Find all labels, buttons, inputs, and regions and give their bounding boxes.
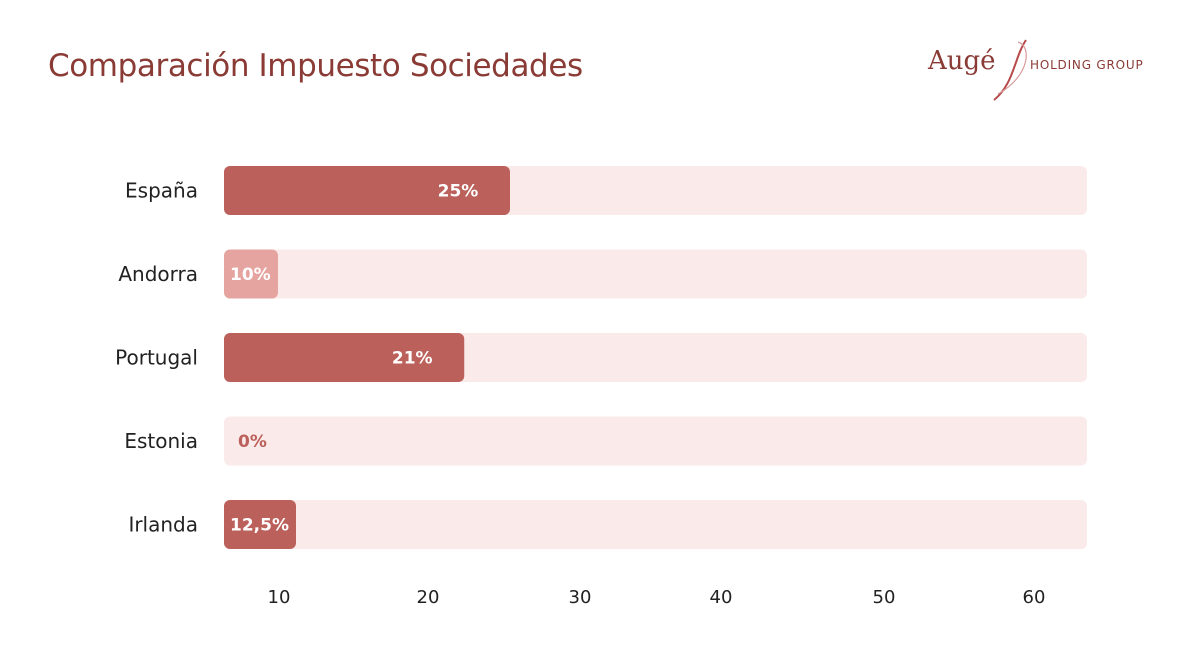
category-label: Portugal [115,346,198,370]
category-label: Andorra [118,262,198,286]
category-label: España [125,179,198,203]
page-title: Comparación Impuesto Sociedades [48,48,583,84]
value-label: 25% [438,182,479,202]
bar [224,249,278,299]
x-tick-label: 40 [710,587,733,608]
bar [224,500,296,549]
value-label: 12,5% [230,516,289,536]
bar-track [224,249,1087,299]
bar [224,166,510,215]
company-logo: Augé HOLDING GROUP [920,36,1170,104]
x-tick-label: 20 [417,587,440,608]
value-label: 0% [238,432,267,452]
bar [224,333,465,382]
category-label: Irlanda [128,513,198,537]
logo-name: Augé [928,46,996,76]
bar-track [224,416,1087,466]
x-tick-label: 30 [569,587,592,608]
value-label: 10% [230,265,271,285]
bar-track [224,500,1087,549]
x-tick-label: 50 [873,587,896,608]
x-tick-label: 60 [1023,587,1046,608]
value-label: 21% [392,349,433,369]
logo-subtitle: HOLDING GROUP [1030,58,1144,72]
category-label: Estonia [124,429,198,453]
x-tick-label: 10 [268,587,291,608]
logo-swoosh-icon [993,39,1027,101]
